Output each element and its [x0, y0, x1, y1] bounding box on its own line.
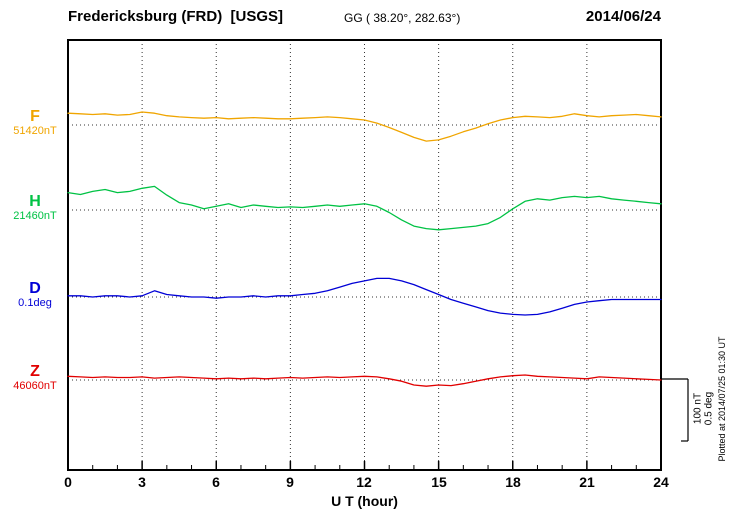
x-tick-6: 6: [212, 474, 220, 490]
x-tick-21: 21: [579, 474, 595, 490]
trace-baseline-d: 0.1deg: [18, 297, 52, 309]
x-tick-24: 24: [653, 474, 669, 490]
station-title: Fredericksburg (FRD) [USGS]: [68, 8, 284, 25]
trace-letter-d: D: [29, 280, 41, 297]
x-tick-18: 18: [505, 474, 521, 490]
x-tick-15: 15: [431, 474, 447, 490]
plotted-at-note: Plotted at 2014/07/25 01:30 UT: [717, 336, 727, 462]
scale-bar-deg-label: 0.5 deg: [703, 391, 715, 426]
trace-baseline-z: 46060nT: [13, 380, 57, 392]
geographic-coordinates: GG ( 38.20°, 282.63°): [344, 11, 461, 25]
date-label: 2014/06/24: [585, 8, 661, 25]
x-tick-12: 12: [356, 474, 372, 490]
trace-baseline-h: 21460nT: [13, 210, 57, 222]
trace-label-h: H 21460nT: [4, 194, 66, 223]
trace-label-z: Z 46060nT: [4, 364, 66, 393]
x-tick-9: 9: [286, 474, 294, 490]
trace-letter-h: H: [29, 193, 41, 210]
trace-label-d: D 0.1deg: [4, 281, 66, 310]
x-axis-label: U T (hour): [331, 493, 398, 509]
trace-letter-f: F: [30, 108, 40, 125]
x-tick-0: 0: [64, 474, 72, 490]
trace-letter-z: Z: [30, 363, 40, 380]
trace-label-f: F 51420nT: [4, 109, 66, 138]
x-tick-3: 3: [138, 474, 146, 490]
scale-bar-nt-label: 100 nT: [692, 392, 704, 425]
trace-baseline-f: 51420nT: [13, 125, 57, 137]
